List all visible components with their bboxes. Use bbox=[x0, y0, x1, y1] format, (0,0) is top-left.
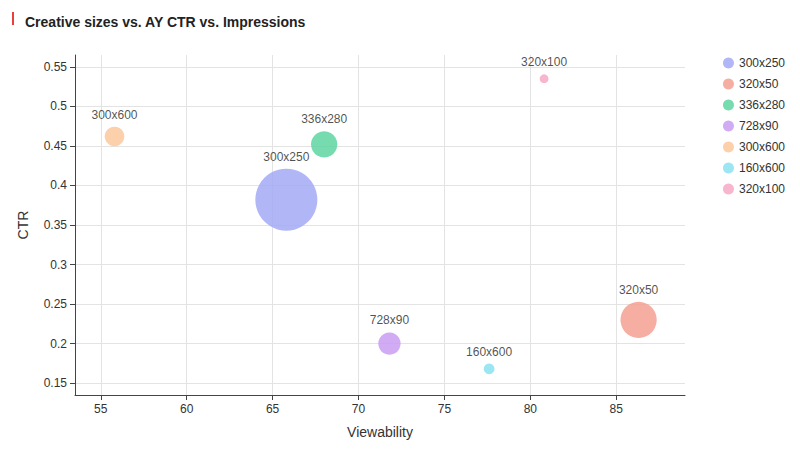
svg-text:0.15: 0.15 bbox=[44, 376, 68, 390]
svg-text:0.4: 0.4 bbox=[50, 178, 67, 192]
svg-text:0.25: 0.25 bbox=[44, 297, 68, 311]
svg-text:85: 85 bbox=[610, 402, 624, 416]
svg-text:0.3: 0.3 bbox=[50, 258, 67, 272]
svg-text:300x600: 300x600 bbox=[739, 140, 785, 154]
svg-text:320x100: 320x100 bbox=[521, 55, 567, 69]
svg-text:320x100: 320x100 bbox=[739, 182, 785, 196]
svg-text:Creative sizes vs. AY CTR vs.: Creative sizes vs. AY CTR vs. Impression… bbox=[25, 14, 306, 30]
svg-text:Viewability: Viewability bbox=[347, 424, 413, 440]
svg-text:160x600: 160x600 bbox=[739, 161, 785, 175]
svg-text:70: 70 bbox=[352, 402, 366, 416]
svg-text:336x280: 336x280 bbox=[739, 98, 785, 112]
svg-text:336x280: 336x280 bbox=[301, 112, 347, 126]
svg-text:65: 65 bbox=[266, 402, 280, 416]
svg-text:320x50: 320x50 bbox=[619, 283, 659, 297]
svg-text:80: 80 bbox=[524, 402, 538, 416]
svg-text:0.2: 0.2 bbox=[50, 337, 67, 351]
svg-text:0.55: 0.55 bbox=[44, 60, 68, 74]
svg-text:300x600: 300x600 bbox=[91, 108, 137, 122]
svg-text:0.35: 0.35 bbox=[44, 218, 68, 232]
svg-text:CTR: CTR bbox=[15, 211, 31, 240]
svg-text:60: 60 bbox=[180, 402, 194, 416]
svg-text:300x250: 300x250 bbox=[263, 150, 309, 164]
svg-text:55: 55 bbox=[94, 402, 108, 416]
svg-text:0.5: 0.5 bbox=[50, 99, 67, 113]
svg-text:160x600: 160x600 bbox=[466, 345, 512, 359]
svg-text:320x50: 320x50 bbox=[739, 77, 779, 91]
svg-text:300x250: 300x250 bbox=[739, 56, 785, 70]
svg-text:0.45: 0.45 bbox=[44, 139, 68, 153]
svg-text:728x90: 728x90 bbox=[370, 313, 410, 327]
svg-text:75: 75 bbox=[438, 402, 452, 416]
svg-text:728x90: 728x90 bbox=[739, 119, 779, 133]
